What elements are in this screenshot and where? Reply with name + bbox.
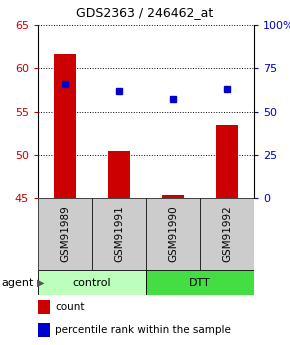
Bar bbox=[38, 270, 146, 295]
Text: ▶: ▶ bbox=[37, 277, 44, 287]
Bar bbox=[38, 299, 50, 314]
Text: agent: agent bbox=[2, 277, 34, 287]
Bar bbox=[200, 198, 254, 270]
Bar bbox=[92, 198, 146, 270]
Bar bbox=[146, 198, 200, 270]
Bar bbox=[108, 151, 130, 198]
Text: GSM91990: GSM91990 bbox=[168, 206, 178, 262]
Text: GSM91991: GSM91991 bbox=[114, 206, 124, 263]
Bar bbox=[146, 270, 254, 295]
Text: DTT: DTT bbox=[189, 277, 211, 287]
Bar bbox=[38, 323, 50, 337]
Bar bbox=[216, 125, 238, 198]
Bar bbox=[162, 195, 184, 198]
Text: percentile rank within the sample: percentile rank within the sample bbox=[55, 325, 231, 335]
Text: GSM91989: GSM91989 bbox=[60, 206, 70, 263]
Text: GDS2363 / 246462_at: GDS2363 / 246462_at bbox=[76, 6, 214, 19]
Text: GSM91992: GSM91992 bbox=[222, 206, 232, 263]
Text: count: count bbox=[55, 302, 85, 312]
Text: control: control bbox=[73, 277, 111, 287]
Bar bbox=[38, 198, 92, 270]
Bar bbox=[54, 53, 76, 198]
